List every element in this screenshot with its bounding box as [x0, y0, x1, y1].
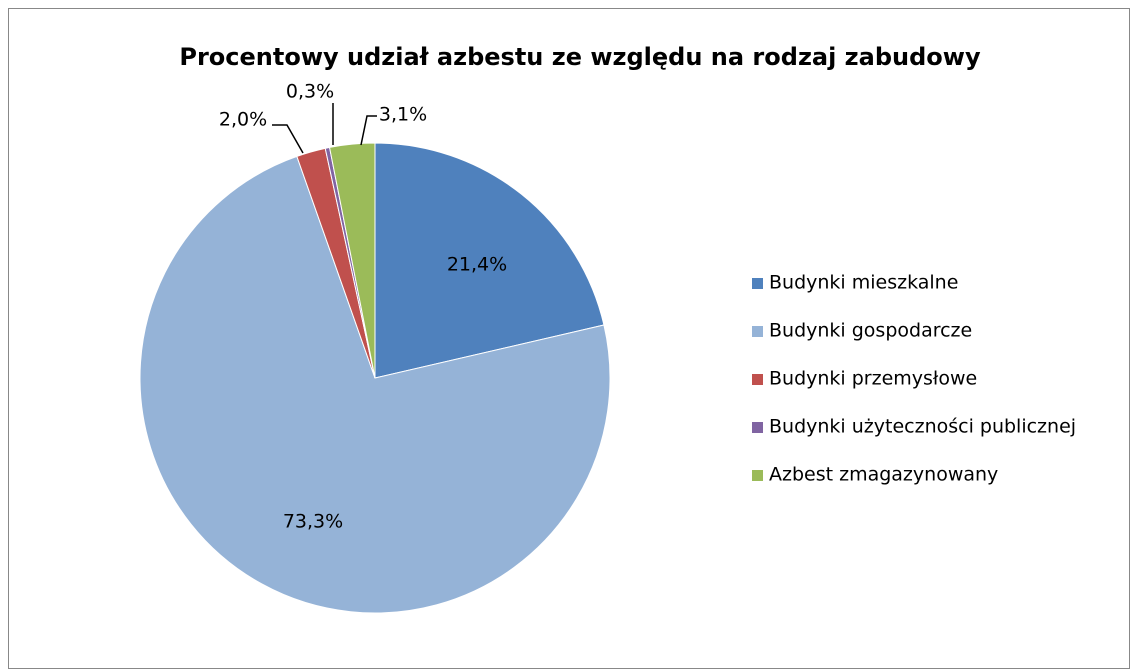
legend-swatch: [752, 278, 763, 289]
data-label: 0,3%: [286, 81, 334, 103]
pie-slice: [139, 155, 611, 614]
data-label: 21,4%: [447, 254, 507, 276]
legend-label: Budynki gospodarcze: [769, 320, 972, 342]
legend-label: Azbest zmagazynowany: [769, 464, 998, 486]
legend-swatch: [752, 374, 763, 385]
pie-slice: [374, 142, 605, 379]
chart-title: Procentowy udział azbestu ze względu na …: [179, 43, 981, 71]
legend-swatch: [752, 326, 763, 337]
leader-line: [272, 124, 304, 154]
legend-label: Budynki użyteczności publicznej: [769, 416, 1076, 438]
leader-line: [360, 115, 377, 146]
data-label: 73,3%: [283, 511, 343, 533]
data-label: 2,0%: [219, 109, 267, 131]
legend-label: Budynki mieszkalne: [769, 272, 958, 294]
pie-slice: [328, 142, 376, 379]
data-label: 3,1%: [379, 104, 427, 126]
legend-label: Budynki przemysłowe: [769, 368, 977, 390]
legend-swatch: [752, 422, 763, 433]
legend-swatch: [752, 470, 763, 481]
